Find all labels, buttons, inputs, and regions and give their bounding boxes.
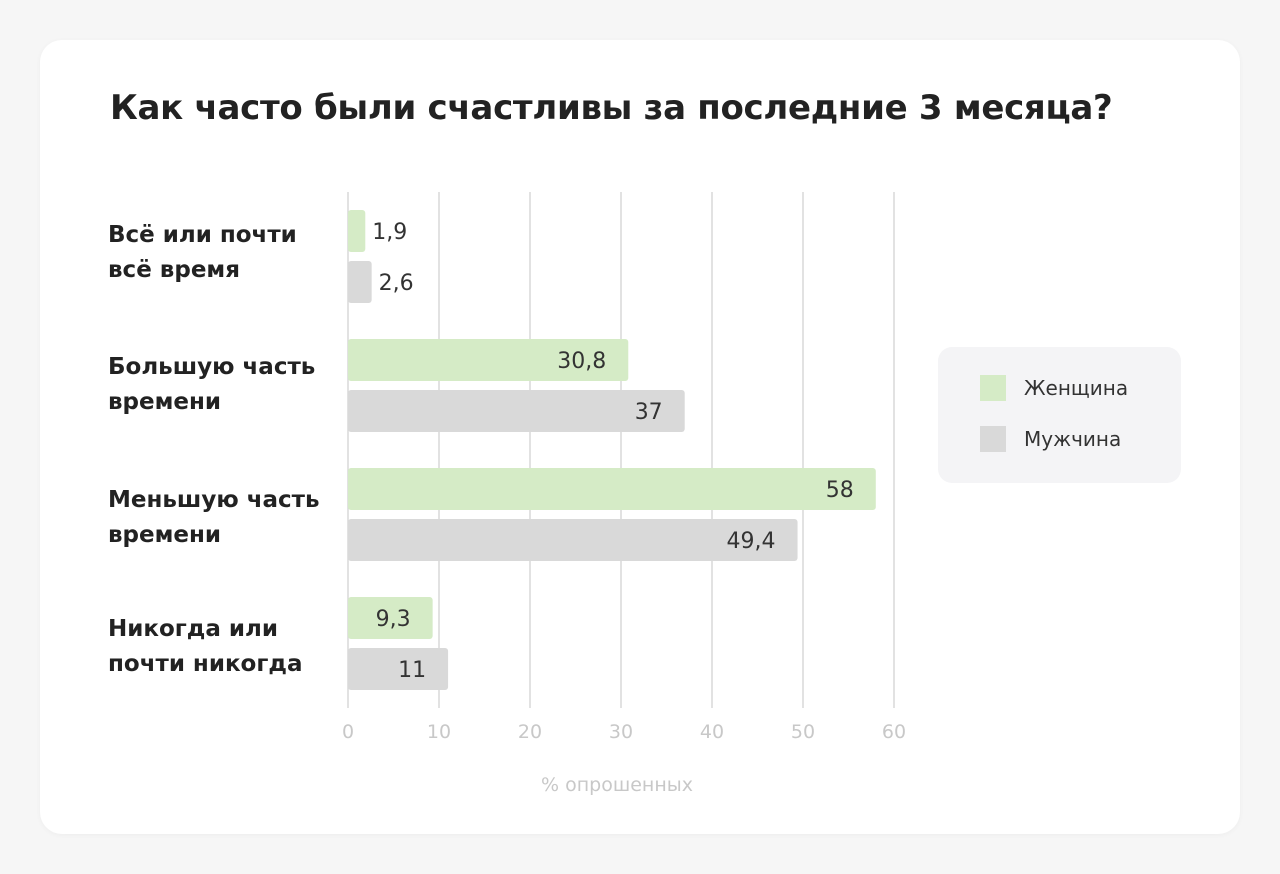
- legend-swatch-women: [980, 375, 1006, 401]
- bar: [348, 261, 372, 303]
- chart-title: Как часто были счастливы за последние 3 …: [110, 88, 1113, 128]
- legend-label-men: Мужчина: [1024, 427, 1122, 451]
- category-label-line: Всё или почти: [108, 222, 297, 248]
- legend-swatch-men: [980, 426, 1006, 452]
- x-tick-label: 60: [882, 721, 906, 743]
- bar: [348, 648, 449, 690]
- x-tick-label: 10: [427, 721, 451, 743]
- category-label: Большую часть времени: [108, 350, 348, 420]
- x-tick-label: 0: [342, 721, 354, 743]
- data-label: 30,8: [557, 349, 606, 374]
- bar: [348, 519, 798, 561]
- category-label-line: Меньшую часть: [108, 487, 320, 513]
- category-label-line: Никогда или: [108, 616, 278, 642]
- data-label: 2,6: [379, 271, 414, 296]
- bar: [348, 339, 629, 381]
- bar: [348, 597, 433, 639]
- data-label: 1,9: [372, 220, 407, 245]
- category-label: Меньшую часть времени: [108, 483, 348, 553]
- x-tick-label: 20: [518, 721, 542, 743]
- category-label: Всё или почти всё время: [108, 218, 348, 288]
- x-tick-label: 40: [700, 721, 724, 743]
- category-label-line: Большую часть: [108, 354, 316, 380]
- legend-item-women: Женщина: [980, 375, 1128, 401]
- x-axis-label: % опрошенных: [541, 774, 693, 796]
- bar: [348, 210, 366, 252]
- category-label-line: почти никогда: [108, 651, 303, 677]
- legend-item-men: Мужчина: [980, 426, 1121, 452]
- x-tick-label: 30: [609, 721, 633, 743]
- category-label-line: времени: [108, 522, 222, 548]
- data-label: 49,4: [727, 529, 776, 554]
- bar: [348, 390, 685, 432]
- category-label-line: времени: [108, 389, 222, 415]
- category-label: Никогда или почти никогда: [108, 612, 348, 682]
- data-label: 37: [635, 400, 663, 425]
- legend: Женщина Мужчина: [938, 347, 1181, 483]
- legend-label-women: Женщина: [1024, 376, 1129, 400]
- bar: [348, 468, 876, 510]
- x-tick-label: 50: [791, 721, 815, 743]
- data-label: 11: [398, 658, 426, 683]
- category-label-line: всё время: [108, 257, 240, 283]
- data-label: 9,3: [376, 607, 411, 632]
- data-label: 58: [826, 478, 854, 503]
